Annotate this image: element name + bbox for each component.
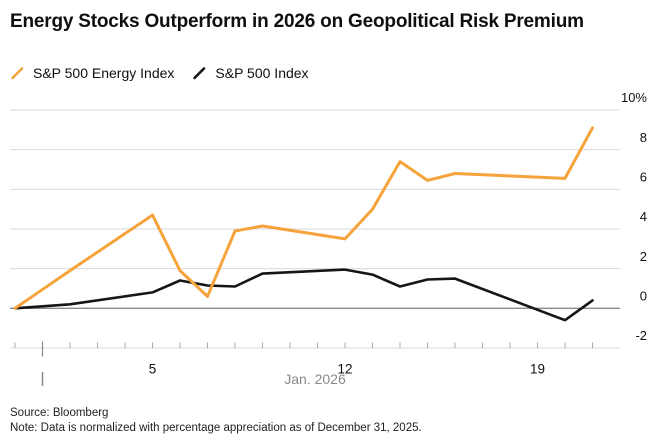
y-axis-tick-label: 10% bbox=[621, 90, 647, 105]
y-axis-tick-label: 4 bbox=[640, 209, 647, 224]
normalization-note: Note: Data is normalized with percentage… bbox=[10, 421, 422, 434]
y-axis-tick-label: 0 bbox=[640, 289, 647, 304]
y-axis-tick-label: 8 bbox=[640, 130, 647, 145]
chart-title: Energy Stocks Outperform in 2026 on Geop… bbox=[10, 11, 584, 32]
energy-index-line-series bbox=[13, 126, 594, 310]
chart-footer: Source: Bloomberg Note: Data is normaliz… bbox=[10, 406, 642, 435]
x-axis-tick-label: 12 bbox=[337, 361, 352, 376]
y-axis-tick-label: 6 bbox=[640, 170, 647, 185]
chart-legend: S&P 500 Energy Index S&P 500 Index bbox=[10, 63, 309, 83]
x-axis-tick-label: 5 bbox=[149, 361, 157, 376]
x-axis-tick-label: 19 bbox=[530, 361, 545, 376]
legend-label-sp500-index: S&P 500 Index bbox=[215, 65, 309, 81]
sp500-line-swatch-icon bbox=[193, 66, 206, 79]
y-axis-tick-label: -2 bbox=[635, 328, 647, 343]
sp500-index-line-series bbox=[13, 268, 594, 322]
legend-item-sp500-index: S&P 500 Index bbox=[192, 65, 309, 81]
energy-line-swatch-icon bbox=[11, 66, 24, 79]
y-axis-tick-label: 2 bbox=[640, 249, 647, 264]
legend-label-energy-index: S&P 500 Energy Index bbox=[33, 65, 175, 81]
source-note: Source: Bloomberg bbox=[10, 407, 109, 419]
x-axis-month-label: Jan. 2026 bbox=[284, 371, 346, 387]
legend-item-energy-index: S&P 500 Energy Index bbox=[10, 65, 174, 81]
plot-area: 10% 8 6 4 2 0 -2 5 12 19 Jan. 2026 bbox=[10, 90, 647, 387]
